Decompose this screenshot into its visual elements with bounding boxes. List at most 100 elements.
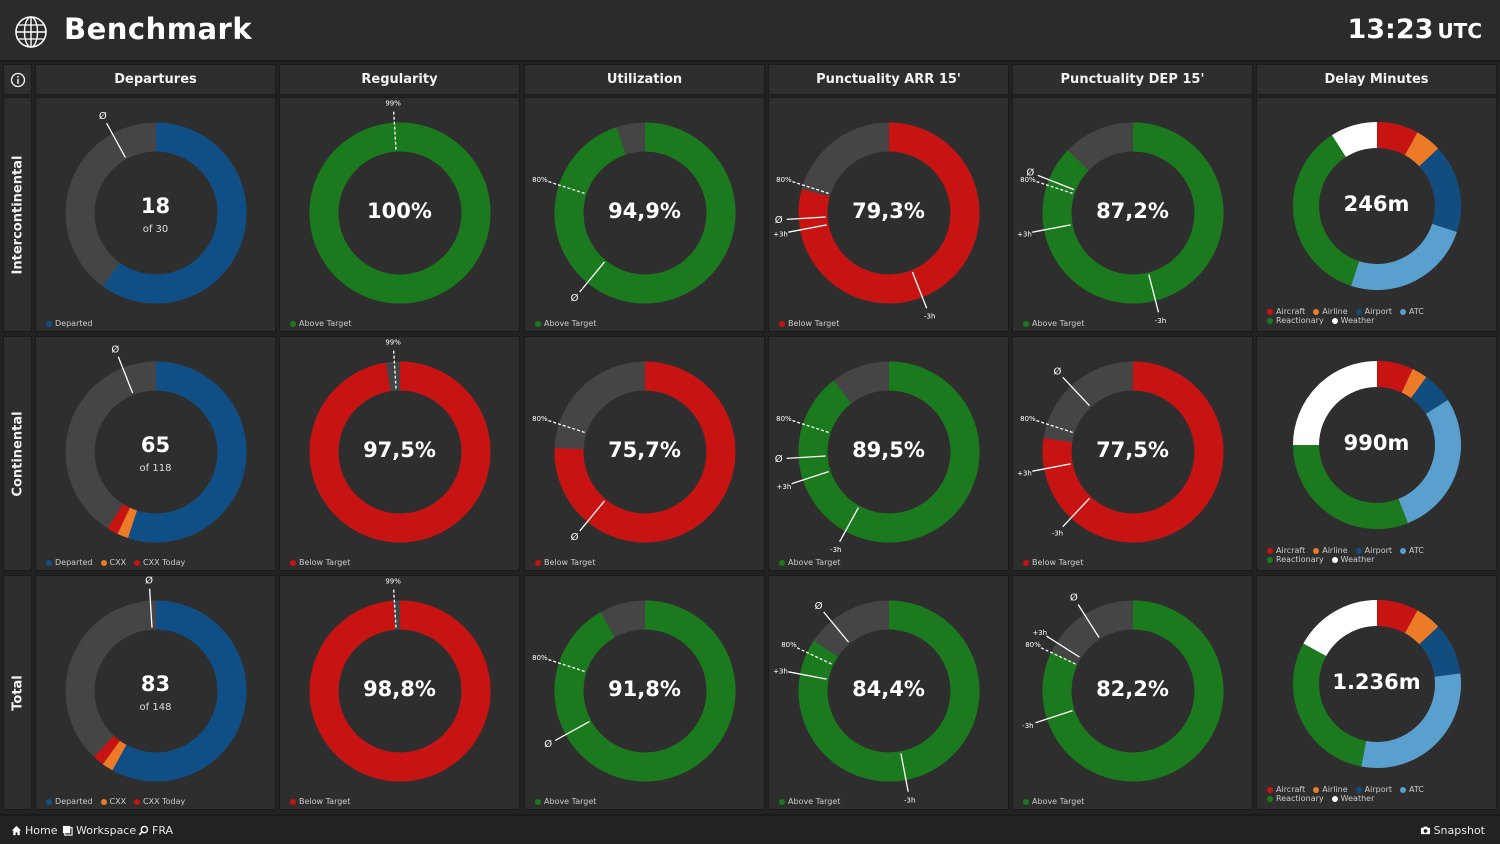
donut-chart bbox=[1293, 600, 1461, 768]
legend-swatch bbox=[1267, 308, 1273, 315]
kpi-tile-continental-delay-minutes[interactable]: 990m Aircraft Airline Airport ATC Reactionary… bbox=[1256, 336, 1497, 571]
marker-label: 80% bbox=[1020, 415, 1036, 423]
camera-icon bbox=[1420, 826, 1430, 835]
row-header-continental: Continental bbox=[3, 336, 32, 571]
donut-chart: 80% Ø +3h -3h bbox=[773, 122, 980, 321]
kpi-tile-continental-punctuality-dep-15[interactable]: Ø 80% +3h -3h 77,5% Below Target bbox=[1012, 336, 1253, 571]
info-button[interactable] bbox=[3, 64, 32, 95]
row-label: Continental bbox=[10, 410, 25, 497]
kpi-value: 87,2% bbox=[1096, 199, 1169, 223]
marker-line bbox=[392, 349, 397, 389]
marker-line bbox=[106, 122, 126, 158]
legend-label: ATC bbox=[1409, 785, 1424, 794]
marker-line bbox=[796, 646, 832, 665]
kpi-tile-total-punctuality-dep-15[interactable]: Ø +3h 80% -3h 82,2% Above Target bbox=[1012, 575, 1253, 810]
marker-line bbox=[1035, 180, 1073, 195]
chart-legend: Below Target bbox=[290, 797, 358, 806]
info-icon[interactable] bbox=[10, 72, 26, 88]
legend-label: Airport bbox=[1364, 785, 1393, 794]
chart-legend: Below Target bbox=[779, 319, 847, 328]
workspace-link[interactable]: Workspace bbox=[62, 824, 136, 837]
kpi-tile-intercontinental-departures[interactable]: Ø 18 of 30 Departed bbox=[35, 97, 276, 332]
legend-swatch bbox=[46, 798, 52, 805]
legend-label: Airline bbox=[1322, 307, 1348, 316]
kpi-tile-intercontinental-regularity[interactable]: 99% 100% Above Target bbox=[279, 97, 520, 332]
legend-item: Reactionary bbox=[1267, 794, 1324, 803]
marker-line bbox=[839, 507, 859, 543]
marker-line bbox=[547, 419, 585, 434]
legend-item: CXX Today bbox=[134, 797, 185, 806]
kpi-tile-intercontinental-utilization[interactable]: 80% Ø 94,9% Above Target bbox=[524, 97, 765, 332]
legend-label: Below Target bbox=[299, 558, 351, 567]
legend-label: Weather bbox=[1340, 794, 1375, 803]
marker-line bbox=[911, 271, 928, 309]
marker-label: 80% bbox=[1025, 641, 1041, 649]
chart-legend: Departed CXX CXX Today bbox=[46, 558, 193, 567]
search-link[interactable]: FRA bbox=[138, 824, 173, 837]
footer-bar: Home Workspace FRA Snapshot bbox=[0, 814, 1500, 844]
kpi-tile-intercontinental-delay-minutes[interactable]: 246m Aircraft Airline Airport ATC Reactionary… bbox=[1256, 97, 1497, 332]
legend-item: CXX bbox=[100, 797, 126, 806]
kpi-tile-continental-punctuality-arr-15[interactable]: 80% Ø +3h -3h 89,5% Above Target bbox=[768, 336, 1009, 571]
kpi-tile-intercontinental-punctuality-dep-15[interactable]: 80% Ø +3h -3h 87,2% Above Target bbox=[1012, 97, 1253, 332]
donut-segment-navy bbox=[1418, 148, 1461, 232]
legend-item: Airline bbox=[1313, 546, 1348, 555]
kpi-tile-total-regularity[interactable]: 99% 98,8% Below Target bbox=[279, 575, 520, 810]
donut-chart: 99% bbox=[309, 339, 491, 543]
kpi-tile-continental-departures[interactable]: Ø 65 of 118 Departed CXX CXX Today bbox=[35, 336, 276, 571]
kpi-value: 18 bbox=[140, 194, 171, 218]
column-header-regularity: Regularity bbox=[279, 64, 520, 95]
marker-line bbox=[786, 216, 826, 221]
legend-swatch bbox=[46, 320, 52, 327]
legend-item: Airport bbox=[1355, 546, 1392, 555]
donut-segment-green bbox=[1293, 643, 1367, 767]
legend-label: Reactionary bbox=[1276, 555, 1324, 564]
kpi-tile-total-punctuality-arr-15[interactable]: Ø 80% +3h -3h 84,4% Above Target bbox=[768, 575, 1009, 810]
chart-legend: Below Target bbox=[1023, 558, 1091, 567]
marker-label: Ø bbox=[1070, 592, 1078, 604]
kpi-value: 246m bbox=[1343, 192, 1410, 216]
globe-icon[interactable] bbox=[14, 15, 48, 49]
legend-label: Above Target bbox=[1032, 319, 1085, 328]
marker-label: -3h bbox=[1155, 317, 1166, 325]
donut-chart bbox=[1293, 122, 1461, 290]
donut-segment-lightblue bbox=[1397, 400, 1461, 524]
donut-segment-red bbox=[554, 361, 736, 543]
legend-swatch bbox=[1023, 559, 1029, 566]
marker-label: 99% bbox=[385, 578, 401, 586]
kpi-value: 1.236m bbox=[1332, 670, 1421, 694]
legend-label: Weather bbox=[1340, 316, 1375, 325]
donut-chart: 80% Ø +3h -3h bbox=[775, 361, 980, 554]
donut-chart: Ø bbox=[65, 110, 247, 304]
donut-segment-green bbox=[1293, 444, 1408, 529]
marker-label: -3h bbox=[924, 313, 935, 321]
legend-label: Above Target bbox=[788, 558, 841, 567]
legend-swatch bbox=[1313, 547, 1320, 554]
donut-segment-red bbox=[1376, 122, 1418, 156]
legend-item: Above Target bbox=[779, 797, 840, 806]
legend-label: CXX bbox=[109, 558, 127, 567]
legend-swatch bbox=[1267, 795, 1273, 802]
kpi-tile-continental-regularity[interactable]: 99% 97,5% Below Target bbox=[279, 336, 520, 571]
legend-item: Airline bbox=[1313, 307, 1348, 316]
kpi-value: 100% bbox=[367, 199, 432, 223]
legend-label: Below Target bbox=[299, 797, 351, 806]
donut-segment-red bbox=[1042, 361, 1224, 543]
kpi-tile-total-utilization[interactable]: 80% Ø 91,8% Above Target bbox=[524, 575, 765, 810]
legend-swatch bbox=[1400, 308, 1407, 315]
snapshot-button[interactable]: Snapshot bbox=[1420, 824, 1485, 837]
marker-line bbox=[788, 224, 827, 233]
marker-line bbox=[788, 671, 827, 680]
kpi-tile-continental-utilization[interactable]: 80% Ø 75,7% Below Target bbox=[524, 336, 765, 571]
legend-label: Above Target bbox=[544, 319, 597, 328]
kpi-tile-total-departures[interactable]: Ø 83 of 148 Departed CXX CXX Today bbox=[35, 575, 276, 810]
donut-chart: Ø bbox=[65, 343, 247, 543]
legend-label: Above Target bbox=[544, 797, 597, 806]
kpi-value: 77,5% bbox=[1096, 438, 1169, 462]
legend-item: Weather bbox=[1331, 555, 1374, 564]
kpi-tile-total-delay-minutes[interactable]: 1.236m Aircraft Airline Airport ATC Reactiona… bbox=[1256, 575, 1497, 810]
kpi-tile-intercontinental-punctuality-arr-15[interactable]: 80% Ø +3h -3h 79,3% Below Target bbox=[768, 97, 1009, 332]
row-label: Intercontinental bbox=[10, 155, 25, 274]
home-link[interactable]: Home bbox=[11, 824, 57, 837]
kpi-value: 98,8% bbox=[363, 677, 436, 701]
